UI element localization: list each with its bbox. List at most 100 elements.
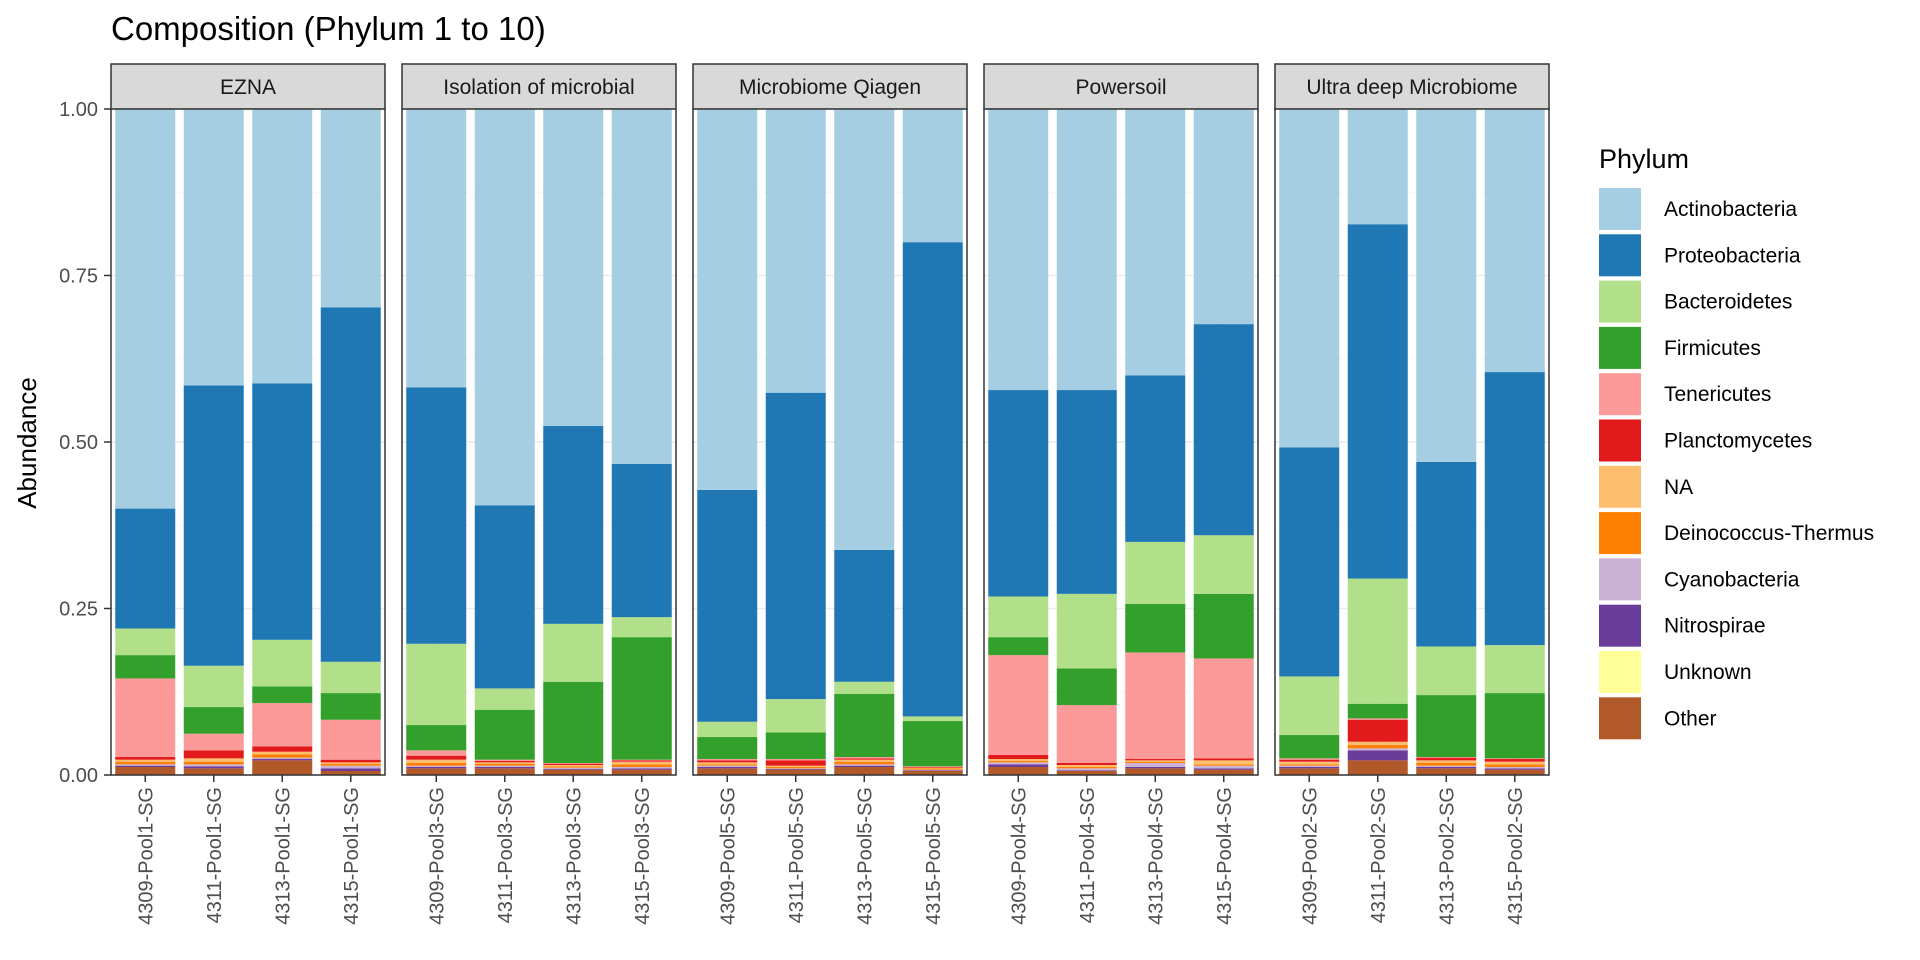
bar-segment-cyanobacteria bbox=[406, 765, 467, 768]
bar-segment-proteobacteria bbox=[611, 463, 672, 618]
legend-item: Unknown bbox=[1599, 651, 1752, 693]
legend-label: Deinococcus-Thermus bbox=[1664, 522, 1874, 545]
stacked-bar bbox=[697, 109, 758, 775]
bar-segment-planctomycetes bbox=[1484, 759, 1545, 762]
legend-item: Actinobacteria bbox=[1599, 188, 1797, 230]
bar-segment-na bbox=[115, 759, 176, 762]
legend-item: Firmicutes bbox=[1599, 326, 1761, 369]
bar-segment-other bbox=[183, 768, 244, 775]
bar-segment-proteobacteria bbox=[543, 426, 604, 624]
bar-segment-deinococcus-thermus bbox=[183, 761, 244, 765]
bar-segment-other bbox=[902, 771, 963, 775]
facet-strip bbox=[692, 63, 968, 110]
bar-segment-nitrospirae bbox=[406, 767, 467, 769]
facet-strip-label: Ultra deep Microbiome bbox=[1306, 76, 1517, 99]
bar-segment-proteobacteria bbox=[320, 307, 381, 662]
bar-segment-firmicutes bbox=[1056, 668, 1117, 706]
bar-segment-firmicutes bbox=[252, 686, 313, 704]
stacked-bar bbox=[320, 109, 381, 775]
x-tick-label: 4309-Pool2-SG bbox=[1299, 787, 1321, 925]
bar-segment-other bbox=[834, 767, 895, 775]
bar-segment-other bbox=[988, 767, 1049, 775]
bar-segment-cyanobacteria bbox=[183, 764, 244, 767]
bar-segment-firmicutes bbox=[1484, 693, 1545, 759]
legend-label: Cyanobacteria bbox=[1664, 568, 1800, 591]
stacked-bar bbox=[611, 109, 672, 775]
bar-segment-cyanobacteria bbox=[697, 765, 758, 768]
bar-segment-tenericutes bbox=[1279, 758, 1340, 760]
bar-segment-deinococcus-thermus bbox=[1347, 745, 1408, 749]
bar-segment-deinococcus-thermus bbox=[988, 761, 1049, 763]
bar-segment-planctomycetes bbox=[252, 746, 313, 752]
stacked-bar bbox=[765, 109, 826, 775]
x-tick-label: 4315-Pool4-SG bbox=[1214, 787, 1236, 925]
facet-strip bbox=[401, 63, 677, 110]
bar-segment-cyanobacteria bbox=[834, 764, 895, 766]
bar-segment-deinococcus-thermus bbox=[406, 763, 467, 766]
bar-segment-na bbox=[1193, 760, 1254, 765]
bar-segment-cyanobacteria bbox=[1125, 763, 1186, 768]
bar-segment-planctomycetes bbox=[1347, 719, 1408, 742]
stacked-bar bbox=[834, 109, 895, 775]
legend-label: Unknown bbox=[1664, 661, 1752, 684]
bar-segment-tenericutes bbox=[252, 703, 313, 747]
bar-segment-tenericutes bbox=[474, 759, 535, 762]
stacked-bar bbox=[1056, 109, 1117, 775]
bar-segment-nitrospirae bbox=[902, 770, 963, 772]
bar-segment-bacteroidetes bbox=[252, 639, 313, 687]
bar-segment-nitrospirae bbox=[320, 768, 381, 772]
bar-segment-nitrospirae bbox=[1193, 768, 1254, 770]
legend-swatch bbox=[1599, 280, 1641, 323]
bar-segment-actinobacteria bbox=[1056, 109, 1117, 391]
bar-segment-actinobacteria bbox=[988, 109, 1049, 391]
legend-item: Cyanobacteria bbox=[1599, 558, 1800, 601]
bar-segment-proteobacteria bbox=[902, 242, 963, 717]
legend-swatch bbox=[1599, 558, 1641, 601]
bar-segment-planctomycetes bbox=[988, 755, 1049, 760]
bar-segment-tenericutes bbox=[988, 655, 1049, 756]
bar-segment-deinococcus-thermus bbox=[834, 761, 895, 765]
bar-segment-planctomycetes bbox=[1279, 759, 1340, 762]
bar-segment-na bbox=[1416, 760, 1477, 764]
bar-segment-other bbox=[1416, 768, 1477, 775]
bar-segment-proteobacteria bbox=[765, 392, 826, 700]
bar-segment-proteobacteria bbox=[1279, 447, 1340, 677]
bar-segment-bacteroidetes bbox=[406, 643, 467, 726]
legend-label: Tenericutes bbox=[1664, 383, 1771, 406]
bar-segment-planctomycetes bbox=[320, 759, 381, 763]
bar-segment-other bbox=[406, 768, 467, 775]
bar-segment-deinococcus-thermus bbox=[543, 766, 604, 768]
legend-swatch bbox=[1599, 419, 1641, 462]
bar-segment-nitrospirae bbox=[988, 764, 1049, 768]
panel-border bbox=[1274, 108, 1550, 776]
bar-segment-tenericutes bbox=[183, 733, 244, 751]
y-tick-label: 0.00 bbox=[59, 765, 98, 787]
facet-strip bbox=[1274, 63, 1550, 110]
bar-segment-actinobacteria bbox=[1347, 109, 1408, 225]
bar-segment-proteobacteria bbox=[697, 489, 758, 722]
y-tick-label: 1.00 bbox=[59, 99, 98, 121]
bar-segment-actinobacteria bbox=[765, 109, 826, 393]
bar-segment-nitrospirae bbox=[1279, 767, 1340, 769]
facet-strip-label: Isolation of microbial bbox=[443, 76, 634, 99]
legend-label: Planctomycetes bbox=[1664, 430, 1812, 453]
bar-segment-other bbox=[1125, 768, 1186, 775]
bar-segment-deinococcus-thermus bbox=[1484, 764, 1545, 768]
bar-segment-other bbox=[320, 771, 381, 775]
facet-panel: Microbiome Qiagen 4309-Pool5-SG 4311-Pool5… bbox=[692, 63, 968, 925]
x-tick-label: 4313-Pool3-SG bbox=[563, 787, 585, 925]
bar-segment-planctomycetes bbox=[1125, 759, 1186, 761]
bar-segment-na bbox=[1347, 741, 1408, 746]
bar-segment-actinobacteria bbox=[320, 109, 381, 308]
facet-strip-label: EZNA bbox=[220, 76, 276, 99]
bar-segment-nitrospirae bbox=[1056, 770, 1117, 772]
bar-segment-proteobacteria bbox=[115, 508, 176, 629]
bar-segment-other bbox=[697, 768, 758, 775]
legend-swatch bbox=[1599, 512, 1641, 555]
legend-item: Proteobacteria bbox=[1599, 234, 1801, 277]
bar-segment-nitrospirae bbox=[1484, 768, 1545, 770]
bar-segment-planctomycetes bbox=[1416, 757, 1477, 761]
bar-segment-bacteroidetes bbox=[543, 623, 604, 682]
legend-item: Nitrospirae bbox=[1599, 604, 1766, 647]
